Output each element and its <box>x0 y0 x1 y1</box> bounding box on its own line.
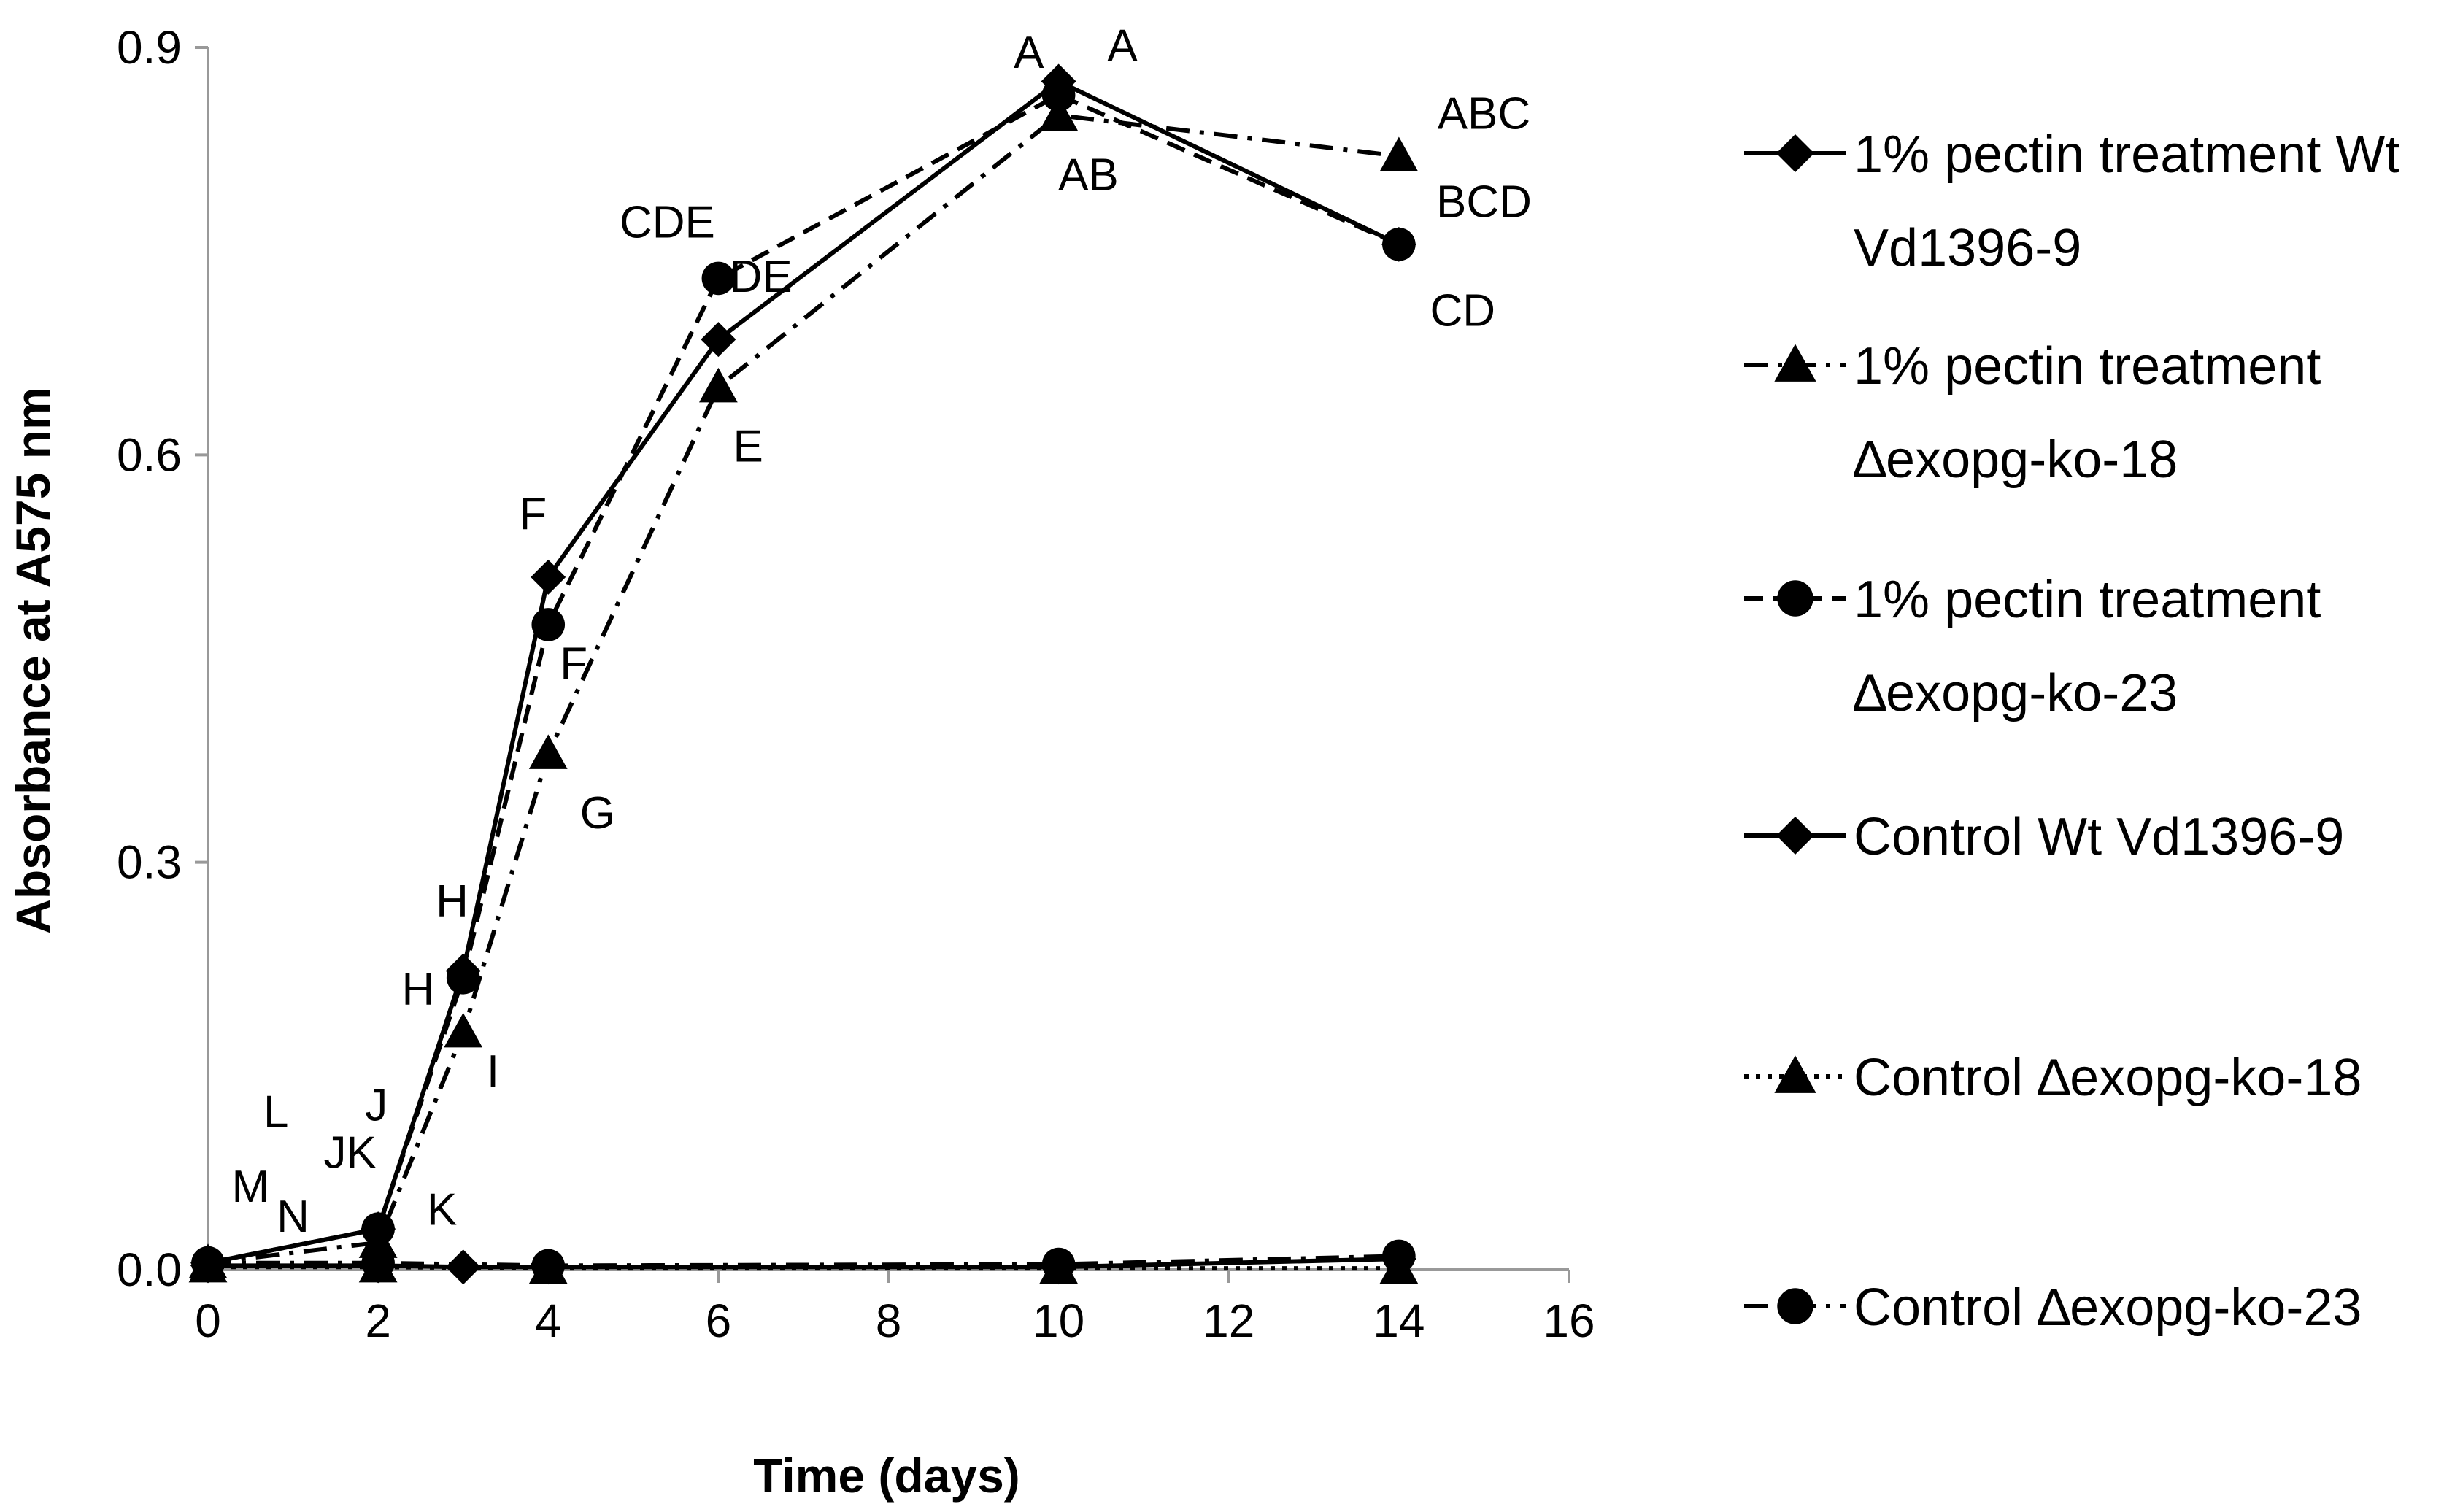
data-point <box>361 1246 395 1280</box>
x-tick-label: 0 <box>195 1295 221 1347</box>
y-tick-label: 0.6 <box>117 428 182 481</box>
data-label: H <box>402 965 435 1015</box>
data-label: F <box>519 490 547 540</box>
data-label: M <box>231 1162 269 1212</box>
legend-label: 1% pectin treatment Wt <box>1854 126 2399 184</box>
legend-marker <box>1776 134 1814 172</box>
data-point <box>528 734 568 769</box>
legend-marker <box>1777 1288 1813 1324</box>
series-6 <box>191 1239 1416 1283</box>
data-point <box>446 961 480 995</box>
x-tick-label: 2 <box>365 1295 391 1347</box>
data-point <box>1041 78 1076 112</box>
x-tick-label: 8 <box>876 1295 902 1347</box>
y-tick-label: 0.0 <box>117 1243 182 1296</box>
data-label: BCD <box>1436 177 1532 228</box>
data-label: H <box>436 876 469 927</box>
legend-item-5: Control ∆exopg-ko-18 <box>1744 1049 2362 1107</box>
legend-label: ∆exopg-ko-23 <box>1854 664 2178 722</box>
data-label: L <box>263 1087 288 1138</box>
series-layer <box>188 63 1419 1285</box>
x-tick-label: 10 <box>1033 1295 1084 1347</box>
legend-label: 1% pectin treatment <box>1854 337 2321 396</box>
data-point <box>701 261 736 296</box>
x-tick-label: 16 <box>1543 1295 1595 1347</box>
data-label: AB <box>1058 150 1119 200</box>
data-point <box>698 367 738 403</box>
legend-label: Control Wt Vd1396-9 <box>1854 808 2344 866</box>
data-label: N <box>277 1192 309 1242</box>
legend-label: ∆exopg-ko-18 <box>1854 431 2178 489</box>
data-point <box>531 608 566 641</box>
data-point <box>361 1212 395 1246</box>
data-label: F <box>560 639 587 689</box>
data-point <box>191 1246 225 1280</box>
legend-marker <box>1774 1055 1816 1093</box>
data-label: A <box>1014 28 1044 78</box>
data-point <box>1041 1247 1076 1281</box>
data-label: E <box>733 422 763 472</box>
series-3 <box>191 78 1416 1280</box>
data-point <box>1382 228 1416 261</box>
x-tick-label: 4 <box>535 1295 561 1347</box>
data-label: ABC <box>1438 89 1530 139</box>
legend-label: Control ∆exopg-ko-18 <box>1854 1049 2362 1107</box>
legend-item-6: Control ∆exopg-ko-23 <box>1744 1278 2362 1337</box>
legend-label: Control ∆exopg-ko-23 <box>1854 1278 2362 1337</box>
legend-marker <box>1774 344 1816 382</box>
legend-item-3: 1% pectin treatment ∆exopg-ko-23 <box>1744 571 2321 722</box>
legend-marker <box>1777 580 1813 617</box>
data-point <box>444 1012 483 1048</box>
y-tick-label: 0.3 <box>117 836 182 889</box>
x-tick-label: 12 <box>1203 1295 1254 1347</box>
data-label: I <box>487 1046 499 1097</box>
legend-item-4: Control Wt Vd1396-9 <box>1744 808 2344 866</box>
legend-item-1: 1% pectin treatment Wt Vd1396-9 <box>1744 126 2399 277</box>
data-label: K <box>427 1185 457 1235</box>
data-point <box>1379 136 1419 172</box>
x-axis-title: Time (days) <box>753 1449 1020 1503</box>
legend-item-2: 1% pectin treatment ∆exopg-ko-18 <box>1744 337 2321 489</box>
data-label: J <box>365 1080 388 1130</box>
data-label: JK <box>323 1127 376 1178</box>
y-axis-title: Absorbance at A575 nm <box>6 387 60 933</box>
x-tick-label: 14 <box>1373 1295 1425 1347</box>
data-label: DE <box>730 252 793 302</box>
legend-marker <box>1776 817 1814 855</box>
data-point <box>531 1249 566 1283</box>
data-label: CD <box>1430 286 1496 336</box>
data-point <box>445 1249 481 1285</box>
data-point <box>1382 1239 1416 1273</box>
y-tick-label: 0.9 <box>117 21 182 74</box>
data-label: A <box>1107 21 1138 72</box>
data-label: G <box>580 788 615 838</box>
legend-label: 1% pectin treatment <box>1854 571 2321 629</box>
data-point <box>701 322 736 358</box>
data-point <box>531 559 566 595</box>
data-point <box>1039 96 1079 131</box>
legend-label: Vd1396-9 <box>1854 219 2081 277</box>
data-label: CDE <box>620 198 715 248</box>
x-tick-label: 6 <box>706 1295 732 1347</box>
